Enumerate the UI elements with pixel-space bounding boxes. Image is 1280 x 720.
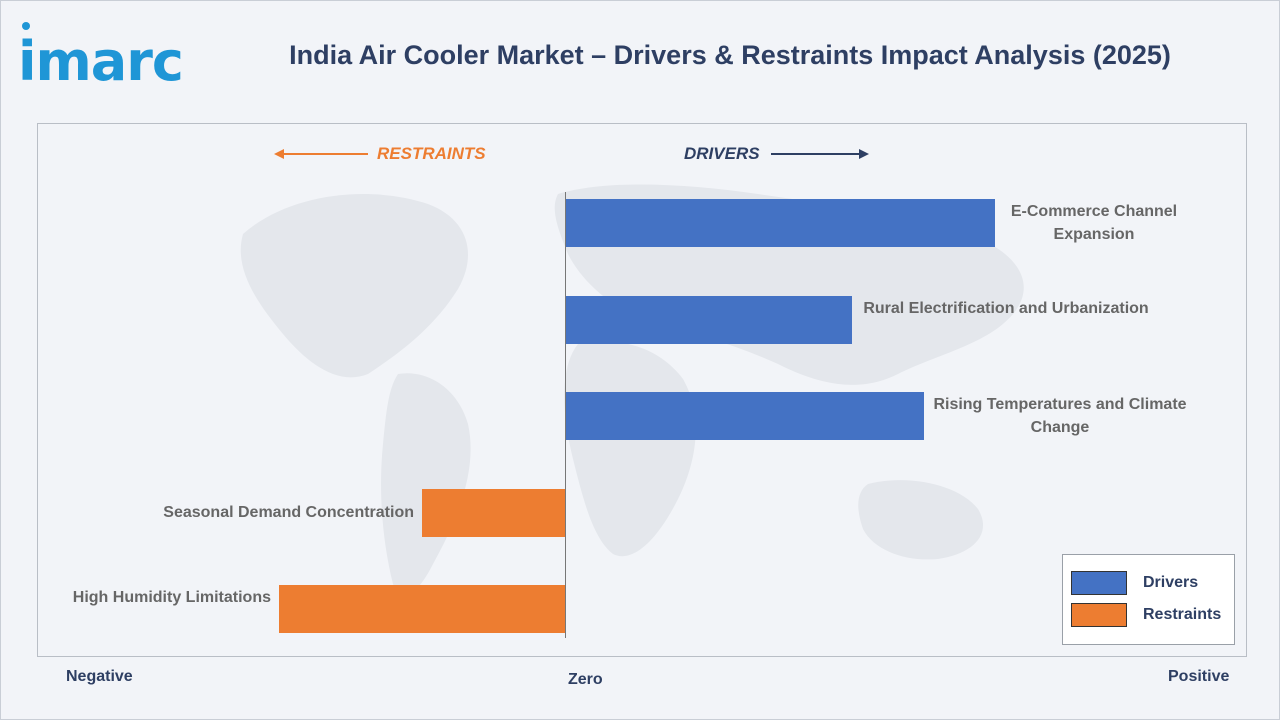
chart-title: India Air Cooler Market – Drivers & Rest… (289, 40, 1171, 70)
legend-label-restraints: Restraints (1143, 606, 1222, 623)
drivers-arrow (771, 149, 869, 159)
bar-restraints-4 (279, 585, 565, 633)
bar-label-1: Rural Electrification and Urbanization (863, 299, 1149, 317)
bar-drivers-2 (566, 392, 924, 440)
bar-restraints-3 (422, 488, 565, 537)
drivers-direction-label: DRIVERS (684, 144, 760, 163)
axis-label-positive: Positive (1168, 668, 1230, 685)
plot-area: RESTRAINTS DRIVERS E-Commerce Channel Ex… (37, 123, 1247, 657)
legend-item-restraints: Restraints (1071, 603, 1221, 627)
bar-drivers-1 (566, 295, 852, 344)
logo-dot (22, 22, 30, 30)
bar-label-3: Seasonal Demand Concentration (163, 504, 414, 521)
axis-label-negative: Negative (66, 668, 133, 685)
bar-drivers-0 (566, 199, 995, 247)
bar-label-0: E-Commerce Channel Expansion (1010, 203, 1178, 243)
legend-item-drivers: Drivers (1071, 571, 1198, 595)
restraints-arrow (274, 149, 368, 159)
legend-swatch-restraints (1071, 603, 1127, 627)
bar-label-2: Rising Temperatures and Climate Change (933, 396, 1187, 436)
restraints-direction-label: RESTRAINTS (377, 144, 486, 163)
legend-label-drivers: Drivers (1143, 574, 1199, 591)
zero-axis-line (565, 192, 566, 638)
logo-text: imarc (18, 30, 184, 93)
legend: Drivers Restraints (1062, 554, 1235, 645)
bar-label-4: High Humidity Limitations (72, 589, 271, 606)
axis-label-zero: Zero (568, 671, 603, 688)
imarc-logo: imarc (18, 20, 184, 93)
legend-swatch-drivers (1071, 571, 1127, 595)
